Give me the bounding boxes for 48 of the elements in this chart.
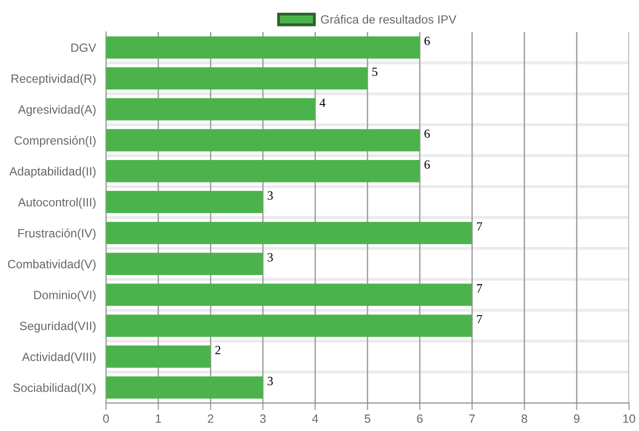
bar <box>106 98 316 120</box>
y-tick-label: Combatividad(V) <box>8 260 96 271</box>
bar <box>106 160 420 182</box>
bar <box>106 67 368 90</box>
bar <box>106 36 420 59</box>
data-label: 7 <box>477 222 482 230</box>
data-label: 7 <box>477 284 482 292</box>
y-tick-label: Seguridad(VII) <box>20 321 96 333</box>
x-tick-label: 2 <box>208 414 214 423</box>
bar <box>106 190 263 214</box>
y-tick-label: Autocontrol(III) <box>18 198 96 209</box>
data-label: 6 <box>424 36 430 46</box>
y-tick-label: Receptividad(R) <box>12 74 96 86</box>
y-tick-label: Agresividad(A) <box>18 104 96 116</box>
x-tick-label: 8 <box>522 414 528 423</box>
x-tick-label: 0 <box>103 414 109 423</box>
bar <box>106 284 472 306</box>
x-tick-label: 3 <box>260 414 266 423</box>
data-label: 7 <box>477 315 482 324</box>
bar <box>106 376 263 399</box>
x-tick-label: 7 <box>469 414 475 423</box>
x-tick-label: 9 <box>574 414 580 423</box>
y-tick-label: Frustración(IV) <box>18 228 96 240</box>
x-tick-label: 6 <box>417 414 423 423</box>
y-tick-label: Adaptabilidad(II) <box>9 166 96 178</box>
data-label: 3 <box>268 191 273 200</box>
data-label: 3 <box>268 253 273 262</box>
bar <box>106 129 420 152</box>
x-tick-label: 10 <box>623 414 636 423</box>
y-tick-label: Dominio(VI) <box>34 290 96 302</box>
data-label: 2 <box>215 346 220 354</box>
y-tick-label: DGV <box>71 43 96 52</box>
bar <box>106 345 211 368</box>
bar <box>106 222 472 244</box>
data-label: 5 <box>372 68 378 76</box>
data-label: 3 <box>268 376 273 386</box>
y-tick-label: Sociabilidad(IX) <box>13 383 96 394</box>
bar <box>106 314 472 337</box>
bar <box>106 252 263 276</box>
data-label: 6 <box>424 160 430 169</box>
data-label: 6 <box>424 129 430 138</box>
data-label: 4 <box>320 98 326 107</box>
legend-label: Gráfica de resultados IPV <box>320 14 456 24</box>
x-tick-label: 5 <box>364 414 370 423</box>
y-tick-label: Comprensión(I) <box>14 136 96 148</box>
x-tick-label: 1 <box>156 414 162 423</box>
x-tick-label: 4 <box>312 414 318 423</box>
y-tick-label: Actividad(VIII) <box>22 352 96 364</box>
